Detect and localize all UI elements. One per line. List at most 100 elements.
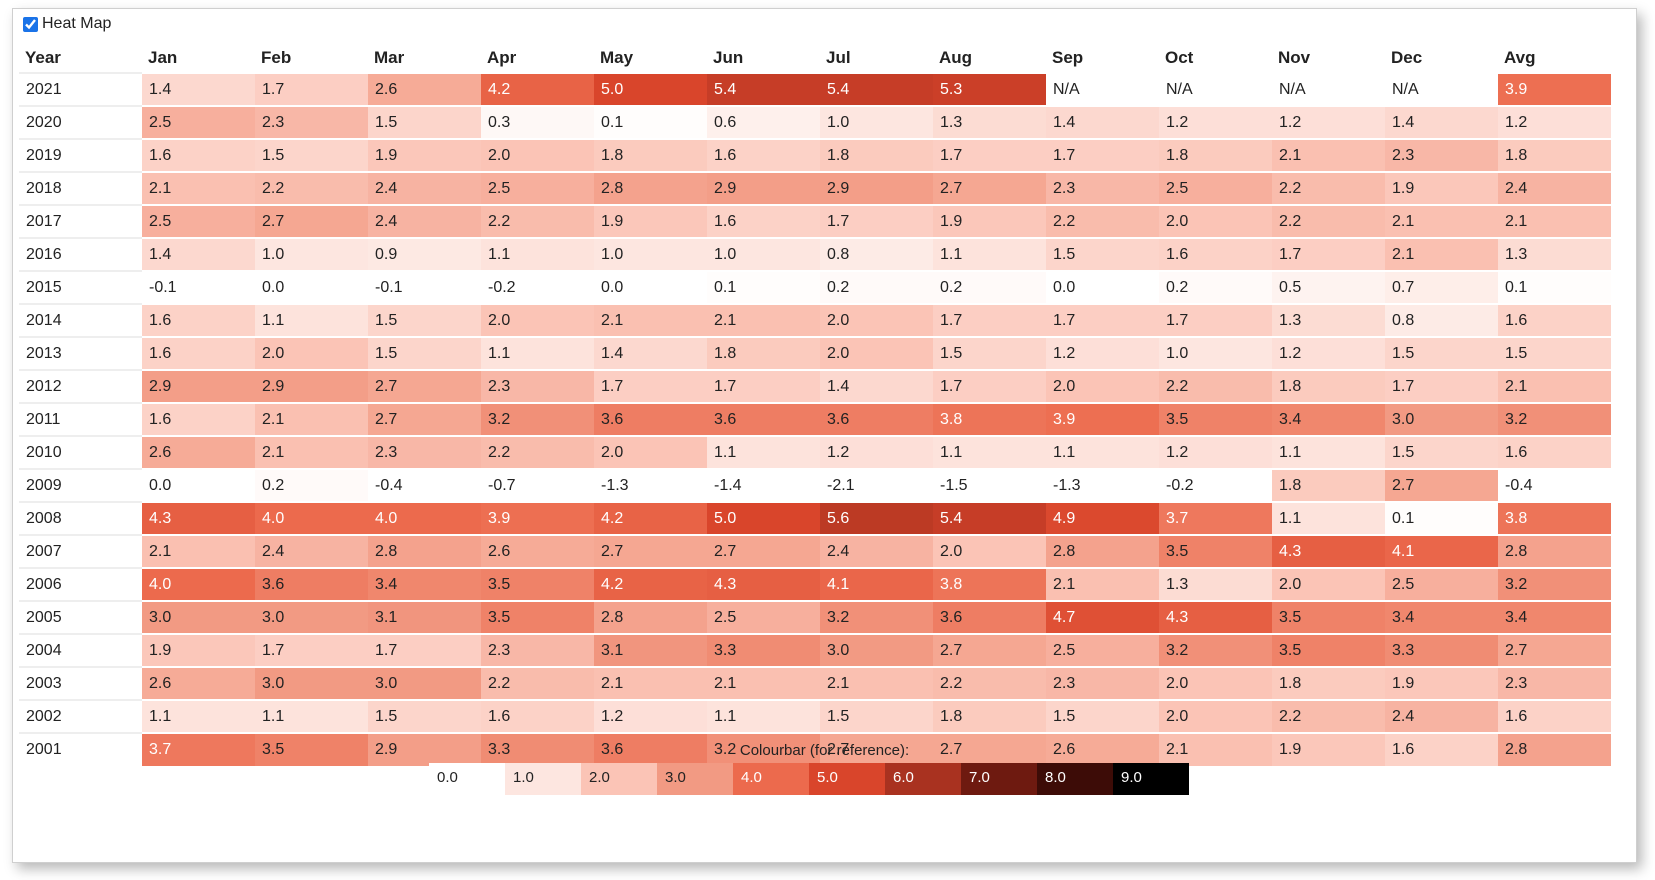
heat-cell: 1.5 bbox=[933, 336, 1046, 370]
year-cell: 2001 bbox=[19, 732, 142, 766]
heat-cell: 1.8 bbox=[820, 138, 933, 172]
heat-cell: 1.8 bbox=[1272, 468, 1385, 502]
heat-cell: 0.2 bbox=[933, 270, 1046, 304]
table-row: 2009 0.0 0.2 -0.4 -0.7 -1.3 -1.4 -2.1 -1.5 -1.3 -0… bbox=[19, 468, 1611, 502]
heat-cell: 3.4 bbox=[1272, 402, 1385, 436]
heat-cell: N/A bbox=[1272, 72, 1385, 106]
heat-cell: 1.0 bbox=[707, 237, 820, 271]
heat-cell: 3.0 bbox=[820, 633, 933, 667]
heat-cell: 2.6 bbox=[368, 72, 481, 106]
heat-cell: -1.5 bbox=[933, 468, 1046, 502]
table-row: 2014 1.6 1.1 1.5 2.0 2.1 2.1 2.0 1.7 1.7 1.7 1.3 0.8… bbox=[19, 303, 1611, 337]
heatmap-checkbox[interactable] bbox=[23, 16, 38, 32]
heat-cell: 2.2 bbox=[1272, 171, 1385, 205]
heat-cell: 3.5 bbox=[1159, 534, 1272, 568]
heat-cell: 2.2 bbox=[1046, 204, 1159, 238]
heat-cell: 2.2 bbox=[1272, 204, 1385, 238]
heat-cell: 0.1 bbox=[1498, 270, 1611, 304]
heat-cell: 2.2 bbox=[481, 204, 594, 238]
heat-cell: -1.3 bbox=[1046, 468, 1159, 502]
heat-cell: 4.2 bbox=[481, 72, 594, 106]
heat-cell: 1.2 bbox=[1046, 336, 1159, 370]
heat-cell: 2.1 bbox=[707, 666, 820, 700]
heat-cell: 1.9 bbox=[1385, 666, 1498, 700]
heat-cell: 4.3 bbox=[1159, 600, 1272, 634]
heat-cell: 3.2 bbox=[820, 600, 933, 634]
year-cell: 2020 bbox=[19, 105, 142, 139]
heat-cell: N/A bbox=[1046, 72, 1159, 106]
heat-cell: 0.1 bbox=[1385, 501, 1498, 535]
heat-cell: 3.6 bbox=[933, 600, 1046, 634]
heat-cell: 1.5 bbox=[368, 303, 481, 337]
heat-cell: 1.7 bbox=[1046, 303, 1159, 337]
heat-cell: 3.6 bbox=[820, 402, 933, 436]
heat-cell: N/A bbox=[1385, 72, 1498, 106]
heat-cell: 5.3 bbox=[933, 72, 1046, 106]
heat-cell: 3.3 bbox=[481, 732, 594, 766]
heat-cell: 1.4 bbox=[1385, 105, 1498, 139]
heat-cell: 1.2 bbox=[820, 435, 933, 469]
heatmap-toggle[interactable]: Heat Map bbox=[23, 15, 111, 33]
heat-cell: 1.3 bbox=[1159, 567, 1272, 601]
heatmap-panel: Heat Map Year Jan Feb Mar Apr May Jun Jul Aug Se… bbox=[12, 8, 1637, 863]
heat-cell: 3.6 bbox=[594, 732, 707, 766]
heat-cell: 1.8 bbox=[1272, 666, 1385, 700]
heat-cell: 4.2 bbox=[594, 501, 707, 535]
colourbar-swatch: 5.0 bbox=[809, 763, 885, 795]
heat-cell: 3.9 bbox=[481, 501, 594, 535]
year-column-header: Year bbox=[25, 47, 61, 67]
column-header-oct: Oct bbox=[1159, 43, 1272, 73]
heat-cell: 3.8 bbox=[933, 402, 1046, 436]
table-row: 2002 1.1 1.1 1.5 1.6 1.2 1.1 1.5 1.8 1.5 2.0 2.2 2.4… bbox=[19, 699, 1611, 733]
heat-cell: 2.8 bbox=[1498, 732, 1611, 766]
table-header-row: Year Jan Feb Mar Apr May Jun Jul Aug Sep Oct Nov De… bbox=[19, 43, 1611, 73]
heat-cell: 1.9 bbox=[1272, 732, 1385, 766]
heat-cell: 3.2 bbox=[481, 402, 594, 436]
year-cell: 2012 bbox=[19, 369, 142, 403]
colourbar: 0.0 1.0 2.0 3.0 4.0 5.0 6.0 7.0 8.0 9.0 bbox=[429, 763, 1189, 795]
heat-cell: 0.0 bbox=[1046, 270, 1159, 304]
heat-cell: 1.6 bbox=[707, 138, 820, 172]
heat-cell: 1.7 bbox=[1385, 369, 1498, 403]
heat-cell: 1.8 bbox=[1159, 138, 1272, 172]
heat-cell: 3.9 bbox=[1046, 402, 1159, 436]
year-cell: 2011 bbox=[19, 402, 142, 436]
heat-cell: 1.7 bbox=[933, 138, 1046, 172]
heat-cell: 5.4 bbox=[933, 501, 1046, 535]
heat-cell: 1.6 bbox=[142, 138, 255, 172]
heat-cell: 1.6 bbox=[1498, 699, 1611, 733]
table-row: 2007 2.1 2.4 2.8 2.6 2.7 2.7 2.4 2.0 2.8 3.5 4.3 4.1… bbox=[19, 534, 1611, 568]
heat-cell: 5.6 bbox=[820, 501, 933, 535]
heat-cell: 2.5 bbox=[481, 171, 594, 205]
heat-cell: 2.5 bbox=[1385, 567, 1498, 601]
heat-cell: 1.7 bbox=[1046, 138, 1159, 172]
heat-cell: 1.6 bbox=[142, 402, 255, 436]
heat-cell: 2.9 bbox=[820, 171, 933, 205]
heat-cell: 3.5 bbox=[481, 600, 594, 634]
year-cell: 2013 bbox=[19, 336, 142, 370]
heat-cell: 2.9 bbox=[142, 369, 255, 403]
heat-cell: 3.8 bbox=[1498, 501, 1611, 535]
heat-cell: 1.2 bbox=[1498, 105, 1611, 139]
heat-cell: 2.7 bbox=[594, 534, 707, 568]
heat-cell: 1.5 bbox=[820, 699, 933, 733]
column-header-apr: Apr bbox=[481, 43, 594, 73]
heat-cell: 1.5 bbox=[368, 105, 481, 139]
heat-cell: 2.2 bbox=[1159, 369, 1272, 403]
table-body: 2021 1.4 1.7 2.6 4.2 5.0 5.4 5.4 5.3 N/A N/A N/A N/A… bbox=[19, 72, 1611, 766]
heat-cell: 2.1 bbox=[707, 303, 820, 337]
heat-cell: 0.8 bbox=[820, 237, 933, 271]
heat-cell: 2.2 bbox=[933, 666, 1046, 700]
heat-cell: 2.5 bbox=[142, 204, 255, 238]
heat-cell: 2.7 bbox=[933, 171, 1046, 205]
heat-cell: 1.2 bbox=[1272, 336, 1385, 370]
heat-cell: -2.1 bbox=[820, 468, 933, 502]
heat-cell: 3.0 bbox=[142, 600, 255, 634]
heat-cell: 2.7 bbox=[368, 369, 481, 403]
heat-cell: 5.4 bbox=[820, 72, 933, 106]
heat-cell: 2.7 bbox=[1498, 633, 1611, 667]
year-cell: 2006 bbox=[19, 567, 142, 601]
heat-cell: 2.4 bbox=[368, 171, 481, 205]
table-row: 2019 1.6 1.5 1.9 2.0 1.8 1.6 1.8 1.7 1.7 1.8 2.1 2.3… bbox=[19, 138, 1611, 172]
column-header-avg: Avg bbox=[1498, 43, 1611, 73]
